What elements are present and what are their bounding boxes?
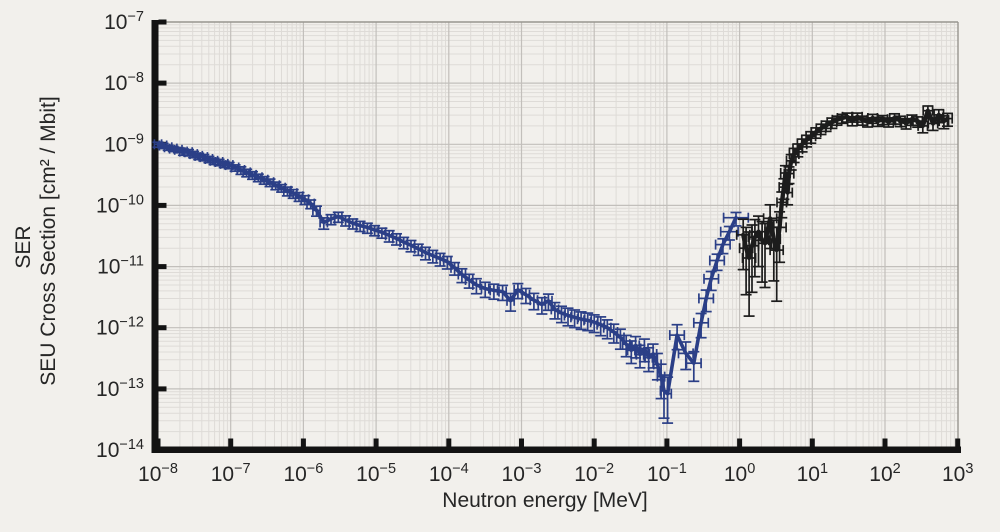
x-tick-label: 10−5 <box>356 461 396 486</box>
x-tick-label: 101 <box>797 461 828 486</box>
y-tick-label: 10−12 <box>96 315 144 340</box>
x-tick-label: 10−8 <box>138 461 178 486</box>
y-tick-label: 10−7 <box>104 9 144 34</box>
x-tick-label: 10−3 <box>502 461 542 486</box>
x-tick-label: 103 <box>942 461 973 486</box>
x-tick-label: 10−1 <box>647 461 687 486</box>
series-blue-errorbars <box>152 139 750 424</box>
series-black-line <box>741 108 950 261</box>
x-tick-label: 102 <box>869 461 900 486</box>
x-tick-label: 10−2 <box>574 461 614 486</box>
grid-minor <box>158 22 958 447</box>
x-tick-label: 10−7 <box>211 461 251 486</box>
axis-tick-marks <box>155 19 961 453</box>
y-tick-label: 10−14 <box>96 437 144 462</box>
y-tick-label: 10−8 <box>104 70 144 95</box>
y-axis-title-ser: SER <box>12 225 35 269</box>
x-tick-label: 100 <box>724 461 755 486</box>
y-tick-label: 10−9 <box>104 131 144 156</box>
x-tick-label: 10−4 <box>429 461 469 486</box>
y-tick-label: 10−10 <box>96 192 144 217</box>
series-blue-line <box>156 142 738 396</box>
y-tick-label: 10−11 <box>97 254 144 279</box>
x-tick-label: 10−6 <box>283 461 323 486</box>
y-axis-title-seu-cross-section: SEU Cross Section [cm² / Mbit] <box>37 96 60 386</box>
x-axis-title: Neutron energy [MeV] <box>442 489 648 512</box>
y-tick-label: 10−13 <box>96 376 144 401</box>
grid-major <box>158 22 958 447</box>
axis-frame <box>151 20 961 453</box>
